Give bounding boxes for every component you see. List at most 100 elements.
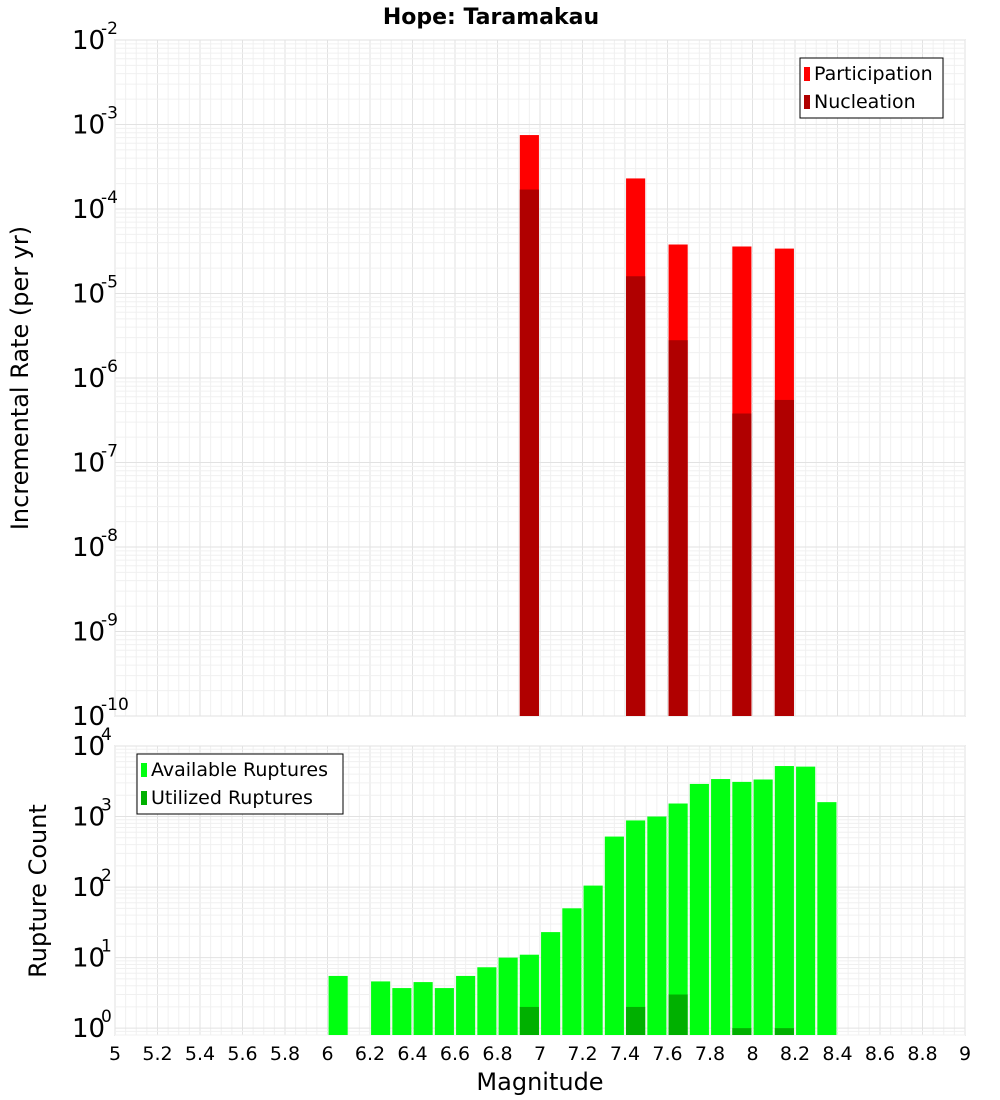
- count-y-tick-base: 10: [72, 873, 105, 903]
- count-y-axis-label: Rupture Count: [24, 804, 52, 978]
- count-bar-available-ruptures: [371, 981, 391, 1035]
- count-y-tick-exponent: 3: [101, 796, 112, 816]
- count-bar-available-ruptures: [434, 988, 454, 1035]
- count-bar-available-ruptures: [583, 885, 603, 1035]
- count-y-tick: 103: [72, 796, 112, 833]
- rate-y-tick-base: 10: [72, 702, 105, 732]
- count-bar-available-ruptures: [626, 820, 646, 1035]
- rate-bar-nucleation: [626, 276, 646, 716]
- rate-y-tick-base: 10: [72, 26, 105, 56]
- x-tick-label: 8: [746, 1043, 758, 1065]
- rate-y-tick: 10-6: [72, 357, 118, 394]
- rate-y-tick-exponent: -2: [101, 19, 118, 39]
- count-y-tick: 102: [72, 866, 112, 903]
- count-bar-available-ruptures: [796, 766, 816, 1035]
- count-legend-swatch: [141, 763, 147, 777]
- count-legend-box: [136, 753, 344, 815]
- count-bar-available-ruptures: [817, 802, 837, 1035]
- count-legend-label: Available Ruptures: [151, 759, 328, 781]
- count-bar-available-ruptures: [689, 783, 709, 1035]
- rate-grid: [114, 39, 966, 717]
- count-bar-utilized-ruptures: [732, 1028, 752, 1035]
- rate-y-tick: 10-10: [72, 695, 129, 732]
- rate-y-tick-exponent: -10: [101, 695, 129, 715]
- rate-y-tick: 10-8: [72, 526, 118, 563]
- x-tick-label: 6.2: [355, 1043, 385, 1065]
- count-bar-available-ruptures: [328, 975, 348, 1035]
- rate-y-tick: 10-2: [72, 19, 118, 56]
- rate-y-tick-exponent: -7: [101, 442, 118, 462]
- rate-y-tick-base: 10: [72, 449, 105, 479]
- count-bar-available-ruptures: [541, 932, 561, 1035]
- rate-y-tick: 10-3: [72, 104, 118, 141]
- x-axis-label: Magnitude: [476, 1068, 603, 1096]
- x-tick-label: 5: [109, 1043, 121, 1065]
- count-y-tick-base: 10: [72, 732, 105, 762]
- rate-bar-nucleation: [519, 189, 539, 716]
- count-bar-available-ruptures: [498, 957, 518, 1035]
- rate-legend-swatch: [804, 95, 810, 109]
- count-bars: [328, 766, 837, 1035]
- rate-y-tick-exponent: -5: [101, 273, 118, 293]
- chart-title: Hope: Taramakau: [383, 5, 599, 30]
- count-bar-available-ruptures: [562, 908, 582, 1035]
- count-bar-utilized-ruptures: [774, 1028, 794, 1035]
- count-bar-available-ruptures: [647, 816, 667, 1035]
- count-y-tick: 104: [72, 725, 112, 762]
- count-bar-utilized-ruptures: [668, 994, 688, 1035]
- count-bar-available-ruptures: [456, 975, 476, 1035]
- rate-legend-swatch: [804, 67, 810, 81]
- rate-bar-nucleation: [774, 399, 794, 716]
- rate-y-tick-base: 10: [72, 195, 105, 225]
- count-bar-available-ruptures: [604, 836, 624, 1035]
- rate-bar-nucleation: [732, 413, 752, 716]
- count-bar-available-ruptures: [753, 779, 773, 1035]
- count-y-tick-base: 10: [72, 1014, 105, 1044]
- count-y-tick: 101: [72, 937, 112, 974]
- rate-y-axis-label: Incremental Rate (per yr): [6, 226, 34, 530]
- rate-y-tick: 10-9: [72, 611, 118, 648]
- rate-y-tick: 10-5: [72, 273, 118, 310]
- count-legend-label: Utilized Ruptures: [151, 787, 313, 809]
- count-bar-available-ruptures: [413, 982, 433, 1035]
- count-y-tick-exponent: 1: [101, 937, 112, 957]
- rate-y-tick: 10-4: [72, 188, 118, 225]
- rate-bar-nucleation: [668, 340, 688, 716]
- rate-bars: [519, 135, 794, 717]
- x-tick-label: 5.4: [185, 1043, 215, 1065]
- x-tick-label: 5.6: [227, 1043, 257, 1065]
- rate-y-tick-base: 10: [72, 618, 105, 648]
- rate-y-tick-base: 10: [72, 533, 105, 563]
- count-y-tick-exponent: 2: [101, 866, 112, 886]
- x-tick-label: 6.4: [397, 1043, 427, 1065]
- count-bar-available-ruptures: [774, 766, 794, 1035]
- rate-y-tick-exponent: -9: [101, 611, 118, 631]
- count-y-tick-exponent: 0: [101, 1007, 112, 1027]
- rate-legend-label: Nucleation: [814, 91, 916, 113]
- count-legend: Available Ruptures Utilized Ruptures: [136, 753, 344, 815]
- rate-y-tick-exponent: -6: [101, 357, 118, 377]
- count-bar-available-ruptures: [732, 781, 752, 1035]
- magnitude-x-ticks: 5 5.2 5.4 5.6 5.8 6 6.2 6.4 6.6 6.8 7 7.2 7.4 7.6 7.8 8…: [109, 1043, 971, 1065]
- x-tick-label: 8.4: [822, 1043, 852, 1065]
- x-tick-label: 8.8: [907, 1043, 937, 1065]
- count-legend-swatch: [141, 791, 147, 805]
- rate-legend-label: Participation: [814, 63, 933, 85]
- count-bar-utilized-ruptures: [519, 1006, 539, 1035]
- count-y-tick-exponent: 4: [101, 725, 112, 745]
- count-bar-available-ruptures: [392, 988, 412, 1035]
- rate-y-tick-exponent: -4: [101, 188, 118, 208]
- count-bar-available-ruptures: [711, 779, 731, 1035]
- count-bar-available-ruptures: [668, 803, 688, 1035]
- x-tick-label: 5.2: [142, 1043, 172, 1065]
- x-tick-label: 7.4: [610, 1043, 640, 1065]
- count-bar-utilized-ruptures: [626, 1006, 646, 1035]
- x-tick-label: 6.8: [482, 1043, 512, 1065]
- rate-legend: Participation Nucleation: [799, 57, 944, 119]
- x-tick-label: 5.8: [270, 1043, 300, 1065]
- count-y-tick-base: 10: [72, 803, 105, 833]
- rate-y-tick-base: 10: [72, 280, 105, 310]
